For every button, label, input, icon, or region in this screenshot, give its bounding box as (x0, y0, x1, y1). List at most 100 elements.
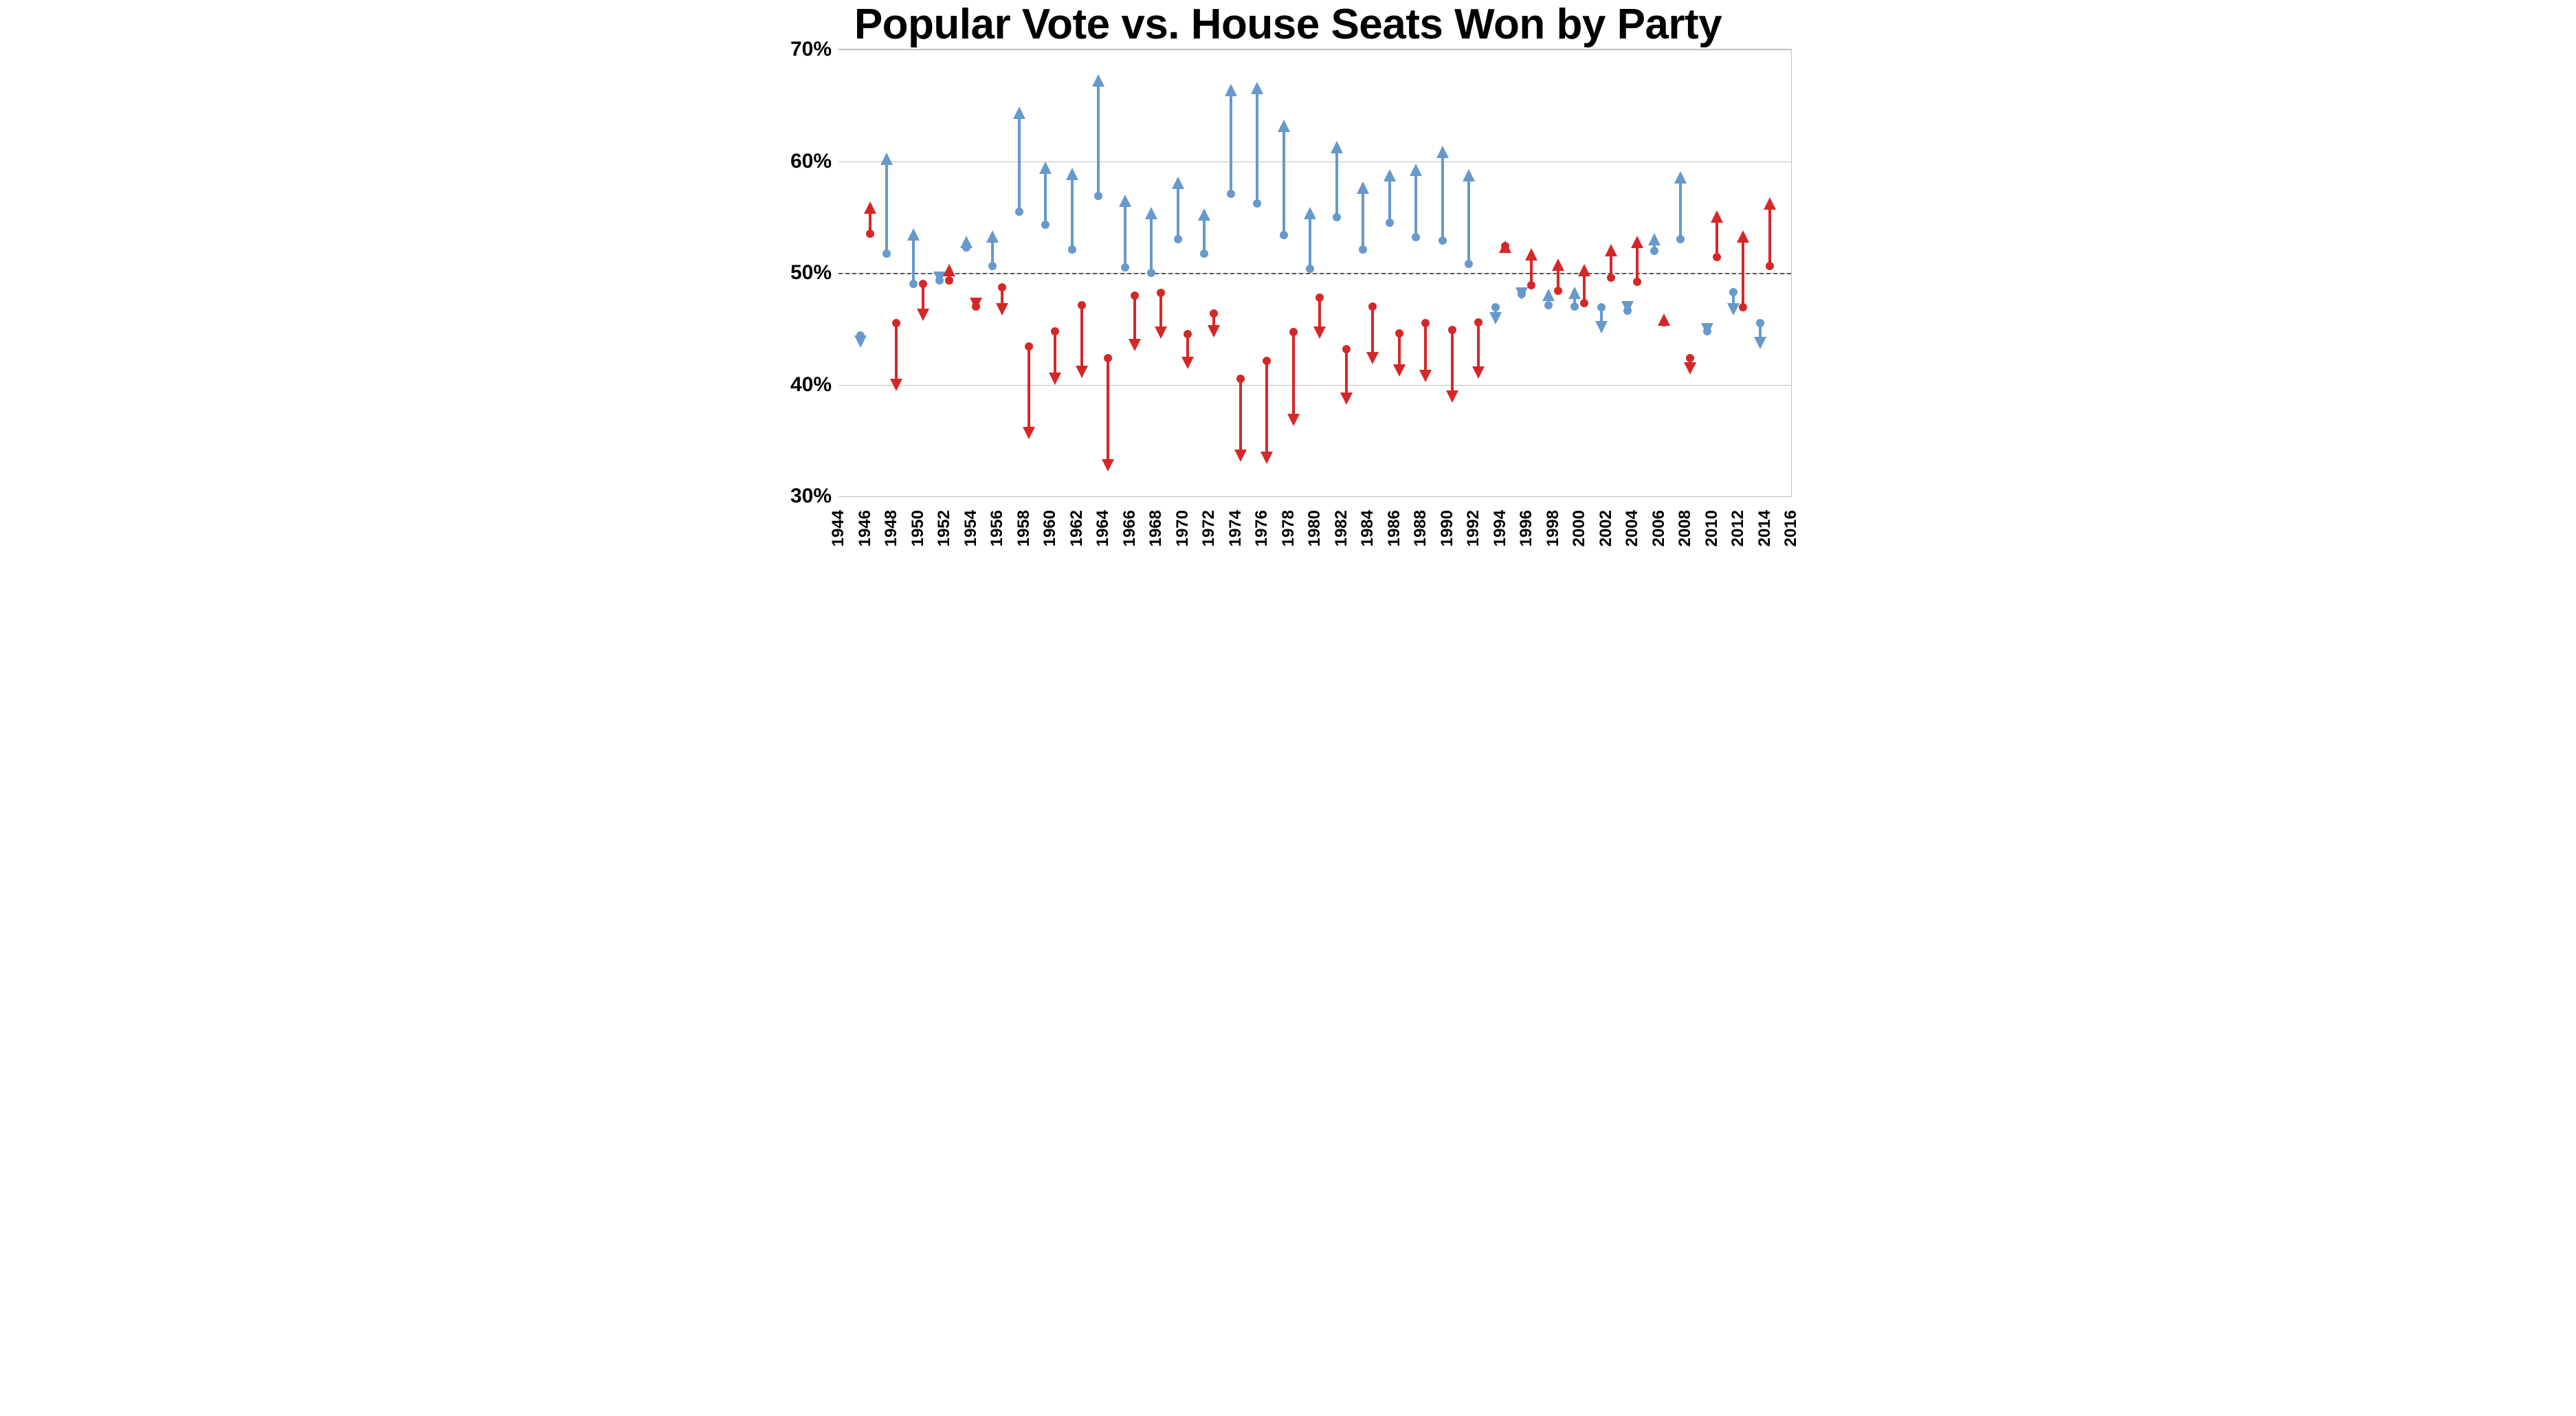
seats-arrowhead (1499, 241, 1511, 253)
arrow-shaft (1230, 96, 1232, 193)
seats-arrowhead (1595, 321, 1608, 333)
plot-frame: 30%40%50%60%70%1944194619481950195219541… (839, 49, 1792, 497)
vote-dot (1289, 328, 1298, 336)
vote-dot (1544, 301, 1553, 309)
seats-arrowhead (1542, 289, 1555, 301)
seats-arrowhead (917, 309, 929, 321)
x-tick-label: 1994 (1491, 506, 1510, 546)
seats-arrowhead (1261, 452, 1273, 464)
vote-dot (1412, 233, 1420, 241)
seats-arrowhead (1172, 177, 1184, 189)
arrow-shaft (1044, 174, 1047, 225)
seats-arrowhead (890, 379, 902, 391)
x-tick-label: 2012 (1729, 506, 1748, 546)
arrow-shaft (1133, 296, 1136, 339)
arrow-shaft (1477, 322, 1480, 367)
vote-dot (1439, 236, 1447, 245)
vote-dot (1051, 327, 1059, 335)
seats-arrowhead (1304, 207, 1316, 219)
vote-dot (1650, 247, 1658, 255)
seats-arrowhead (1684, 362, 1696, 375)
x-tick-label: 1978 (1279, 506, 1298, 546)
seats-arrowhead (1436, 146, 1449, 158)
vote-dot (1200, 250, 1208, 258)
x-tick-label: 1958 (1014, 506, 1034, 546)
vote-dot (1713, 253, 1721, 261)
arrow-shaft (895, 323, 898, 379)
x-tick-label: 1966 (1120, 506, 1140, 546)
x-tick-label: 2000 (1570, 506, 1589, 546)
seats-arrowhead (1181, 357, 1194, 369)
seats-arrowhead (1489, 312, 1502, 324)
vote-dot (1421, 319, 1430, 327)
x-tick-label: 1962 (1067, 506, 1087, 546)
arrow-shaft (1080, 305, 1083, 366)
vote-dot (1527, 281, 1535, 289)
seats-arrowhead (1463, 169, 1475, 181)
seats-arrowhead (1446, 390, 1458, 403)
seats-arrowhead (1515, 287, 1528, 300)
seats-arrowhead (1621, 301, 1634, 313)
arrow-shaft (1451, 330, 1454, 390)
seats-arrowhead (880, 153, 893, 165)
arrow-shaft (1107, 358, 1109, 460)
vote-dot (1025, 342, 1033, 351)
x-tick-label: 1964 (1093, 506, 1113, 546)
vote-dot (1174, 235, 1182, 243)
seats-arrowhead (1701, 323, 1713, 335)
seats-arrowhead (1472, 366, 1485, 379)
x-tick-label: 1968 (1146, 506, 1166, 546)
x-tick-label: 1986 (1385, 506, 1404, 546)
vote-dot (1147, 269, 1155, 277)
arrow-shaft (1265, 361, 1268, 452)
vote-dot (1756, 319, 1764, 327)
vote-dot (1395, 329, 1403, 338)
x-tick-label: 1992 (1464, 506, 1483, 546)
vote-dot (1766, 262, 1774, 270)
x-tick-label: 2016 (1781, 506, 1801, 546)
x-tick-label: 1996 (1517, 506, 1536, 546)
seats-arrowhead (1410, 164, 1422, 176)
seats-arrowhead (1092, 74, 1104, 87)
vote-dot (1474, 318, 1483, 327)
x-tick-label: 1988 (1411, 506, 1430, 546)
vote-dot (1607, 274, 1615, 282)
arrow-shaft (1309, 219, 1311, 268)
seats-arrowhead (1049, 373, 1061, 385)
seats-arrowhead (864, 201, 876, 214)
seats-arrowhead (1198, 208, 1210, 221)
vote-dot (1015, 208, 1023, 216)
x-tick-label: 1972 (1199, 506, 1219, 546)
x-tick-label: 1970 (1173, 506, 1192, 546)
seats-arrowhead (1764, 197, 1776, 210)
vote-dot (882, 250, 891, 258)
vote-dot (1157, 289, 1165, 297)
vote-dot (1306, 265, 1314, 273)
arrow-shaft (1318, 298, 1321, 327)
arrow-shaft (1398, 333, 1401, 364)
plot-area (839, 49, 1791, 496)
vote-dot (866, 230, 874, 238)
arrow-shaft (912, 241, 915, 284)
seats-arrowhead (1225, 84, 1237, 96)
vote-dot (1041, 221, 1050, 229)
x-tick-label: 2008 (1676, 506, 1695, 546)
x-tick-label: 2006 (1650, 506, 1669, 546)
x-tick-label: 1956 (988, 506, 1007, 546)
seats-arrowhead (960, 236, 973, 248)
seats-arrowhead (1658, 313, 1670, 326)
x-tick-label: 1984 (1358, 506, 1377, 546)
vote-dot (1686, 354, 1694, 362)
arrow-shaft (1742, 243, 1744, 307)
x-tick-label: 1998 (1544, 506, 1563, 546)
seats-arrowhead (1384, 169, 1396, 181)
arrow-shaft (1283, 132, 1285, 234)
vote-dot (1729, 288, 1737, 296)
vote-dot (1448, 326, 1456, 334)
seats-arrowhead (1340, 392, 1353, 405)
seats-arrowhead (1631, 236, 1643, 248)
x-tick-label: 2014 (1755, 506, 1775, 546)
vote-dot (1342, 345, 1351, 353)
seats-arrowhead (1013, 107, 1025, 119)
vote-dot (1333, 213, 1341, 221)
